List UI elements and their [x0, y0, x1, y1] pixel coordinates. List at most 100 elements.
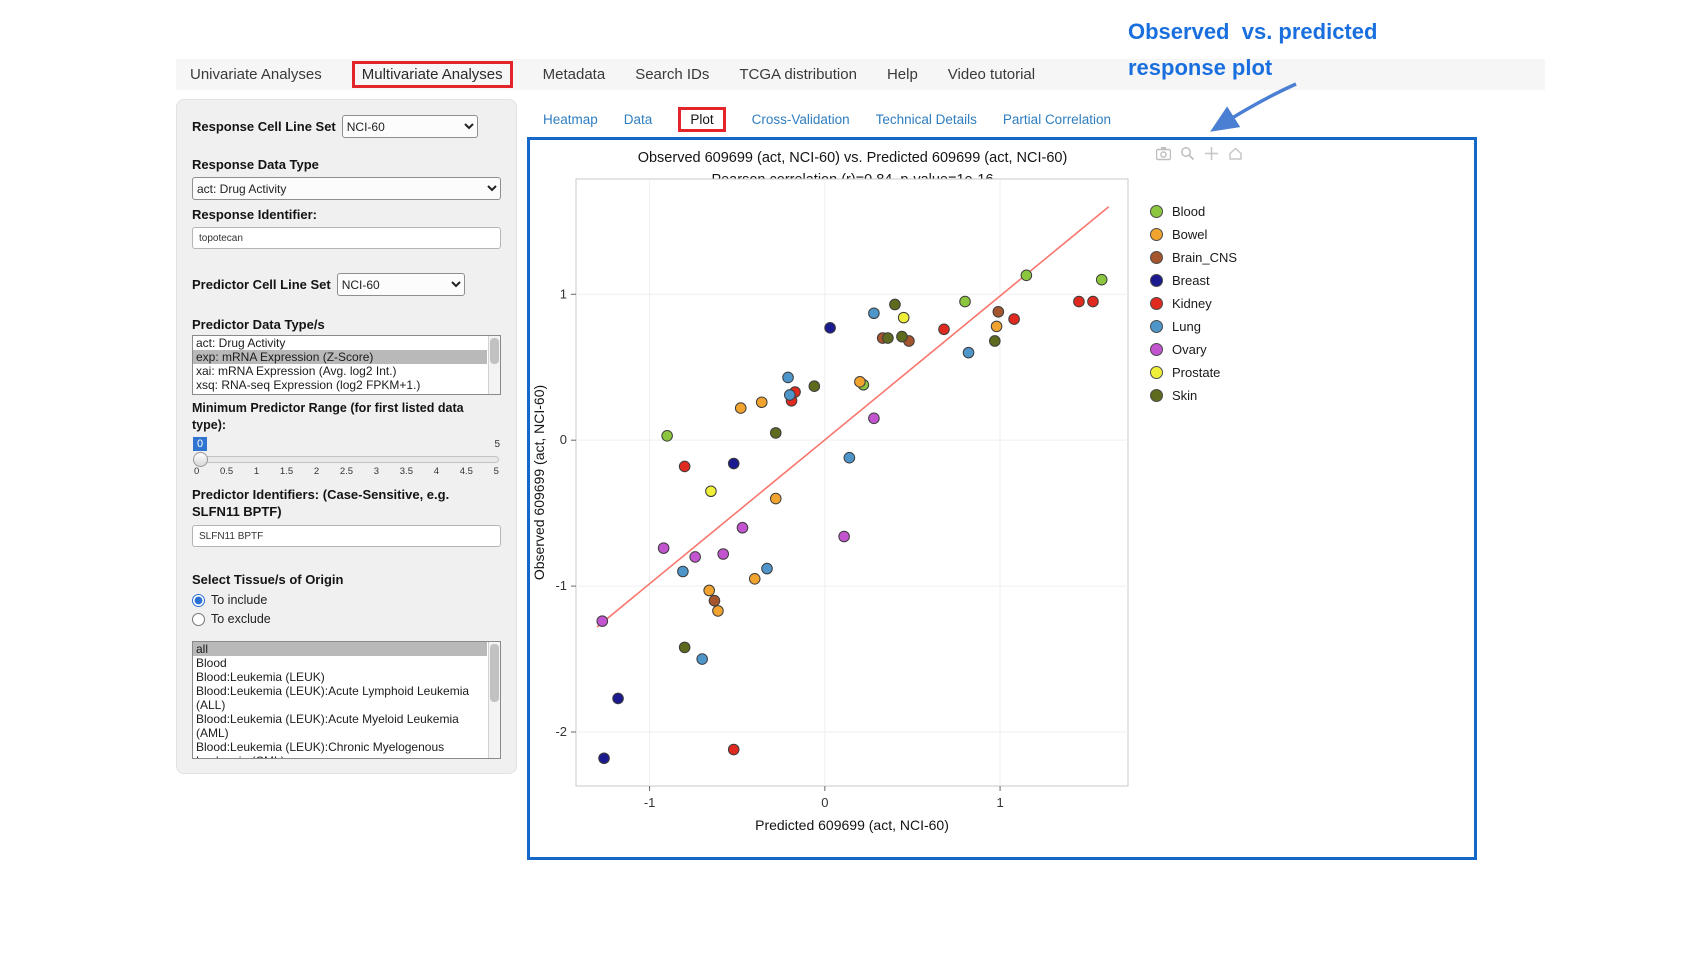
data-point-prostate[interactable]: [897, 311, 910, 324]
nav-item-video-tutorial[interactable]: Video tutorial: [947, 66, 1036, 83]
data-point-lung[interactable]: [962, 346, 975, 359]
data-point-kidney[interactable]: [1073, 295, 1085, 308]
legend-item-skin[interactable]: Skin: [1150, 384, 1237, 407]
nav-item-help[interactable]: Help: [886, 66, 918, 83]
data-point-blood[interactable]: [1020, 269, 1033, 282]
data-point-ovary[interactable]: [657, 542, 670, 554]
tissue-exclude-radio-row[interactable]: To exclude: [192, 612, 501, 626]
legend-item-bowel[interactable]: Bowel: [1150, 223, 1237, 246]
data-point-kidney[interactable]: [678, 460, 691, 473]
data-point-ovary[interactable]: [736, 521, 749, 534]
subtab-technical-details[interactable]: Technical Details: [875, 111, 977, 127]
list-option[interactable]: Blood: [196, 656, 227, 670]
response-data-type-select[interactable]: act: Drug Activity: [192, 177, 501, 200]
list-option[interactable]: exp: mRNA Expression (Z-Score): [193, 350, 487, 364]
data-point-breast[interactable]: [612, 692, 624, 705]
data-point-brain-cns[interactable]: [708, 594, 721, 607]
data-point-ovary[interactable]: [717, 548, 729, 560]
data-point-ovary[interactable]: [868, 412, 880, 425]
subtab-partial-correlation[interactable]: Partial Correlation: [1002, 111, 1111, 127]
data-point-skin[interactable]: [678, 641, 691, 654]
data-point-skin[interactable]: [896, 330, 908, 343]
list-option[interactable]: Blood:Leukemia (LEUK):Chronic Myelogenou…: [196, 740, 445, 758]
data-point-lung[interactable]: [761, 562, 773, 575]
data-point-blood[interactable]: [959, 295, 971, 308]
data-point-bowel[interactable]: [854, 376, 866, 388]
home-icon[interactable]: [1228, 146, 1243, 161]
data-point-lung[interactable]: [696, 653, 708, 665]
list-option[interactable]: all: [193, 642, 487, 656]
plot-area[interactable]: [575, 178, 1129, 787]
data-point-breast[interactable]: [598, 752, 610, 765]
list-option[interactable]: act: Drug Activity: [196, 336, 286, 350]
data-point-lung[interactable]: [783, 389, 796, 401]
data-point-skin[interactable]: [889, 298, 901, 311]
tissue-listbox[interactable]: all Blood Blood:Leukemia (LEUK) Blood:Leuke…: [192, 641, 501, 759]
legend-item-breast[interactable]: Breast: [1150, 269, 1237, 292]
data-point-ovary[interactable]: [689, 551, 701, 563]
legend-item-lung[interactable]: Lung: [1150, 315, 1237, 338]
list-option[interactable]: xai: mRNA Expression (Avg. log2 Int.): [196, 364, 397, 378]
list-option[interactable]: Blood:Leukemia (LEUK):Acute Lymphoid Leu…: [196, 684, 470, 712]
scrollbar-thumb[interactable]: [490, 644, 499, 702]
zoom-icon[interactable]: [1180, 146, 1195, 161]
data-point-kidney[interactable]: [1008, 313, 1020, 325]
data-point-breast[interactable]: [824, 322, 836, 334]
nav-item-univariate-analyses[interactable]: Univariate Analyses: [190, 66, 322, 83]
data-point-bowel[interactable]: [755, 396, 768, 409]
response-identifier-input[interactable]: [192, 227, 501, 249]
data-point-blood[interactable]: [1095, 273, 1108, 286]
data-point-bowel[interactable]: [703, 584, 715, 597]
data-point-skin[interactable]: [989, 335, 1001, 347]
predictor-identifiers-input[interactable]: [192, 525, 501, 547]
data-point-kidney[interactable]: [1087, 295, 1099, 308]
slider-track[interactable]: [193, 452, 499, 467]
pan-icon[interactable]: [1204, 146, 1219, 161]
data-point-ovary[interactable]: [838, 530, 850, 543]
tissue-include-radio-row[interactable]: To include: [192, 593, 501, 607]
scrollbar[interactable]: [488, 642, 500, 758]
legend-item-brain-cns[interactable]: Brain_CNS: [1150, 246, 1237, 269]
data-point-kidney[interactable]: [938, 323, 950, 336]
subtab-heatmap[interactable]: Heatmap: [543, 111, 598, 127]
data-point-prostate[interactable]: [705, 485, 717, 498]
data-point-breast[interactable]: [727, 457, 740, 470]
data-point-lung[interactable]: [782, 371, 794, 384]
subtab-cross-validation[interactable]: Cross-Validation: [751, 111, 850, 127]
subtab-data[interactable]: Data: [623, 111, 653, 127]
data-point-bowel[interactable]: [712, 605, 724, 617]
legend-item-kidney[interactable]: Kidney: [1150, 292, 1237, 315]
scatter-plot[interactable]: -1 0 1 -2 -1 0 1 Predicted 609699 (act, NCI-60)…: [530, 164, 1175, 854]
response-cell-line-set-select[interactable]: NCI-60: [341, 115, 478, 138]
data-point-skin[interactable]: [882, 332, 894, 344]
data-point-skin[interactable]: [808, 380, 821, 392]
data-point-kidney[interactable]: [727, 743, 740, 756]
list-option[interactable]: Blood:Leukemia (LEUK): [196, 670, 325, 684]
data-point-bowel[interactable]: [748, 573, 761, 585]
nav-item-metadata[interactable]: Metadata: [542, 66, 606, 83]
scrollbar[interactable]: [488, 336, 500, 394]
slider-handle[interactable]: [193, 452, 208, 467]
data-point-bowel[interactable]: [990, 320, 1003, 333]
list-option[interactable]: xsq: RNA-seq Expression (log2 FPKM+1.): [196, 378, 421, 392]
nav-item-search-ids[interactable]: Search IDs: [635, 66, 710, 83]
data-point-lung[interactable]: [843, 451, 856, 464]
data-point-lung[interactable]: [677, 565, 689, 578]
predictor-cell-line-set-select[interactable]: NCI-60: [336, 273, 465, 296]
data-point-lung[interactable]: [868, 307, 880, 320]
data-point-bowel[interactable]: [769, 492, 782, 505]
tissue-exclude-radio[interactable]: [192, 612, 205, 626]
data-point-ovary[interactable]: [596, 615, 609, 627]
legend-item-prostate[interactable]: Prostate: [1150, 361, 1237, 384]
nav-item-multivariate-analyses[interactable]: Multivariate Analyses: [351, 61, 513, 88]
nav-item-tcga-distribution[interactable]: TCGA distribution: [739, 66, 857, 83]
legend-item-ovary[interactable]: Ovary: [1150, 338, 1237, 361]
data-point-skin[interactable]: [769, 427, 782, 439]
data-point-brain-cns[interactable]: [992, 305, 1005, 318]
list-option[interactable]: Blood:Leukemia (LEUK):Acute Myeloid Leuk…: [196, 712, 459, 740]
scrollbar-thumb[interactable]: [490, 338, 499, 364]
predictor-data-types-listbox[interactable]: act: Drug Activity exp: mRNA Expression (…: [192, 335, 501, 395]
data-point-blood[interactable]: [661, 430, 673, 442]
camera-icon[interactable]: [1156, 146, 1171, 161]
tissue-include-radio[interactable]: [192, 593, 205, 607]
